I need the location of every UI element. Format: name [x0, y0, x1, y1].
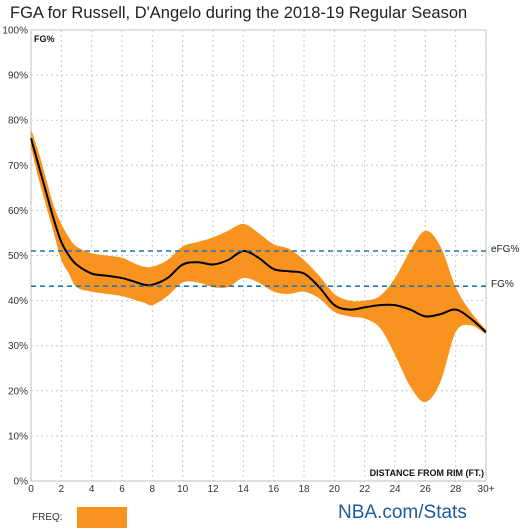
series-line-0	[30, 137, 487, 333]
reference-label-1: FG%	[491, 279, 514, 290]
nba-stats-brand[interactable]: NBA.com/Stats	[338, 502, 467, 523]
y-tick-label: 30%	[8, 341, 28, 352]
x-tick-label: 28	[450, 484, 462, 495]
freq-band-area	[31, 129, 486, 403]
y-tick-label: 90%	[8, 71, 28, 82]
tick-labels: 0%10%20%30%40%50%60%70%80%90%100%0 2 4 6 8 10…	[2, 26, 494, 496]
y-tick-label: 80%	[8, 116, 28, 127]
x-tick-label: 0	[28, 484, 34, 495]
reference-lines: eFG% FG%	[31, 244, 519, 290]
x-axis-label: DISTANCE FROM RIM (FT.)	[370, 468, 484, 478]
x-tick-label: 26	[420, 484, 432, 495]
y-tick-label: 100%	[2, 26, 28, 37]
x-tick-label: 16	[268, 484, 280, 495]
y-tick-label: 40%	[8, 296, 28, 307]
x-tick-label: 30+	[478, 484, 495, 495]
fg-line-layer	[30, 137, 487, 333]
legend-label: FREQ:	[32, 512, 63, 523]
reference-label-0: eFG%	[491, 244, 519, 255]
x-tick-label: 22	[359, 484, 371, 495]
x-tick-label: 18	[298, 484, 310, 495]
y-axis-label: FG%	[34, 34, 55, 44]
x-tick-label: 10	[177, 484, 189, 495]
grid	[30, 29, 487, 482]
x-tick-label: 8	[150, 484, 156, 495]
y-tick-label: 60%	[8, 206, 28, 217]
x-tick-label: 6	[119, 484, 125, 495]
x-tick-label: 14	[238, 484, 250, 495]
y-tick-label: 50%	[8, 251, 28, 262]
x-tick-label: 2	[59, 484, 65, 495]
y-tick-label: 10%	[8, 431, 28, 442]
chart-title: FGA for Russell, D'Angelo during the 201…	[10, 4, 468, 22]
x-tick-label: 12	[207, 484, 219, 495]
y-tick-label: 0%	[14, 477, 29, 488]
y-tick-label: 70%	[8, 161, 28, 172]
frequency-band	[31, 129, 486, 403]
x-tick-label: 4	[89, 484, 95, 495]
x-tick-label: 20	[329, 484, 341, 495]
legend-swatch	[77, 507, 127, 528]
x-tick-label: 24	[389, 484, 401, 495]
y-tick-label: 20%	[8, 386, 28, 397]
